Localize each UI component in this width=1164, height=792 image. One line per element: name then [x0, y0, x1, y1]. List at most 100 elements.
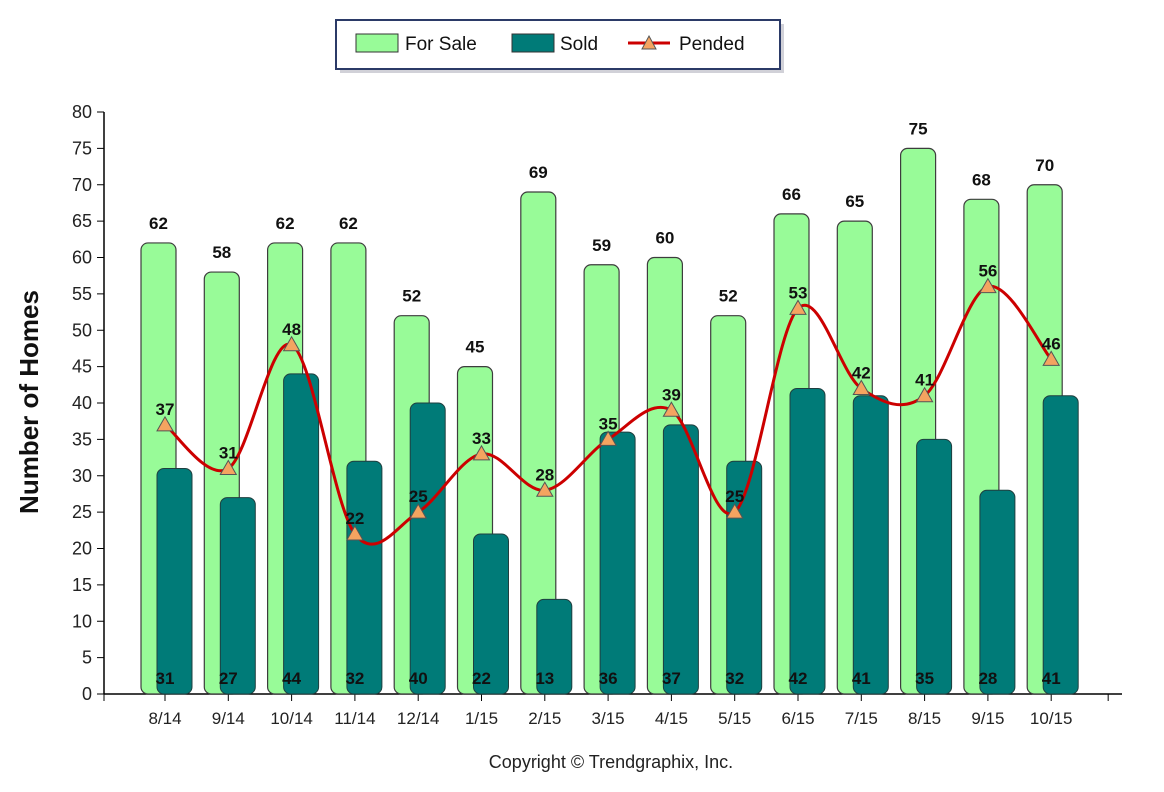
x-tick-label: 12/14: [397, 709, 440, 728]
sold-value-label: 41: [1042, 669, 1061, 688]
x-tick-label: 9/14: [212, 709, 245, 728]
sold-value-label: 41: [852, 669, 871, 688]
sold-bar: [536, 598, 573, 695]
pended-value-label: 35: [599, 414, 618, 433]
x-ticks: 8/14 9/14 10/14 11/14 12/14 1/15 2/15 3/15 4/15 5…: [103, 694, 1109, 728]
x-tick-label: 9/15: [971, 709, 1004, 728]
pended-value-label: 25: [725, 487, 744, 506]
sold-value-label: 13: [535, 669, 554, 688]
pended-value-label: 56: [978, 262, 997, 281]
pended-marker: [472, 444, 491, 461]
for-sale-value-label: 62: [276, 214, 295, 233]
y-tick-label: 75: [72, 138, 92, 158]
pended-series: [156, 277, 1061, 546]
pended-value-label: 22: [345, 509, 364, 528]
pended-value-label: 42: [852, 363, 871, 382]
y-tick-label: 50: [72, 320, 92, 340]
y-tick-label: 0: [82, 684, 92, 704]
copyright-text: Copyright © Trendgraphix, Inc.: [489, 752, 733, 772]
sold-bar: [979, 489, 1016, 695]
y-tick-label: 60: [72, 248, 92, 268]
pended-marker: [662, 401, 681, 417]
for-sale-value-label: 52: [719, 287, 738, 306]
sold-bar: [346, 460, 383, 695]
pended-marker: [346, 524, 364, 541]
x-tick-label: 2/15: [528, 709, 561, 728]
sold-bar: [156, 467, 193, 695]
sold-value-label: 42: [789, 669, 808, 688]
x-tick-label: 5/15: [718, 709, 751, 728]
sold-value-label: 28: [978, 669, 997, 688]
legend: For Sale Sold Pended: [335, 19, 784, 73]
pended-marker: [852, 379, 871, 395]
pended-marker: [725, 503, 744, 519]
pended-marker: [409, 503, 428, 519]
pended-value-label: 37: [156, 400, 175, 419]
sold-value-label: 36: [599, 669, 618, 688]
for-sale-value-label: 52: [402, 287, 421, 306]
pended-marker: [156, 415, 174, 432]
legend-marker-pended: [641, 34, 657, 50]
for-sale-bar: [520, 191, 557, 695]
sold-value-label: 32: [345, 669, 364, 688]
for-sale-value-label: 45: [466, 338, 485, 357]
bars-for-sale: [140, 147, 1063, 695]
sold-value-label: 44: [282, 669, 301, 688]
pended-value-label: 25: [409, 487, 428, 506]
x-tick-label: 10/15: [1030, 709, 1073, 728]
x-tick-label: 7/15: [845, 709, 878, 728]
pended-marker: [915, 386, 934, 403]
x-tick-label: 8/15: [908, 709, 941, 728]
sold-bar: [219, 497, 256, 695]
for-sale-value-label: 60: [655, 229, 674, 248]
legend-swatch-for-sale: [355, 33, 399, 53]
legend-label-pended: Pended: [679, 34, 745, 55]
sold-bar: [1042, 395, 1079, 695]
legend-label-sold: Sold: [560, 34, 598, 55]
y-tick-label: 45: [72, 357, 92, 377]
for-sale-value-label: 65: [845, 192, 864, 211]
for-sale-value-label: 62: [339, 214, 358, 233]
for-sale-value-label: 59: [592, 236, 611, 255]
x-tick-label: 6/15: [781, 709, 814, 728]
sold-value-label: 22: [472, 669, 491, 688]
legend-box: [335, 19, 781, 70]
for-sale-value-label: 66: [782, 185, 801, 204]
sold-value-label: 32: [725, 669, 744, 688]
pended-marker: [282, 335, 301, 352]
y-axis-title: Number of Homes: [14, 290, 44, 514]
for-sale-value-label: 75: [909, 119, 928, 138]
pended-value-label: 41: [915, 371, 934, 390]
for-sale-value-label: 70: [1035, 156, 1054, 175]
pended-marker: [535, 481, 554, 497]
pended-marker: [1042, 350, 1061, 366]
for-sale-value-label: 62: [149, 214, 168, 233]
sold-value-label: 35: [915, 669, 934, 688]
sold-bar: [283, 373, 320, 695]
y-tick-label: 65: [72, 211, 92, 231]
y-tick-label: 55: [72, 284, 92, 304]
x-tick-label: 1/15: [465, 709, 498, 728]
legend-label-for-sale: For Sale: [405, 34, 477, 55]
x-tick-label: 3/15: [592, 709, 625, 728]
y-tick-label: 40: [72, 393, 92, 413]
y-tick-label: 10: [72, 611, 92, 631]
bars-sold: [156, 373, 1079, 695]
sold-value-label: 37: [662, 669, 681, 688]
pended-marker: [789, 299, 807, 315]
sold-bar: [599, 431, 636, 695]
y-tick-label: 30: [72, 466, 92, 486]
y-tick-label: 20: [72, 539, 92, 559]
legend-swatch-sold: [511, 33, 555, 53]
x-tick-label: 11/14: [334, 709, 375, 728]
sold-bar: [473, 533, 509, 695]
y-tick-label: 25: [72, 502, 92, 522]
for-sale-value-label: 68: [972, 170, 991, 189]
sold-value-label: 27: [219, 669, 238, 688]
y-tick-label: 15: [72, 575, 92, 595]
sold-bar: [726, 460, 763, 695]
sold-bar: [662, 424, 699, 695]
x-tick-label: 8/14: [148, 709, 181, 728]
pended-marker: [219, 459, 238, 475]
